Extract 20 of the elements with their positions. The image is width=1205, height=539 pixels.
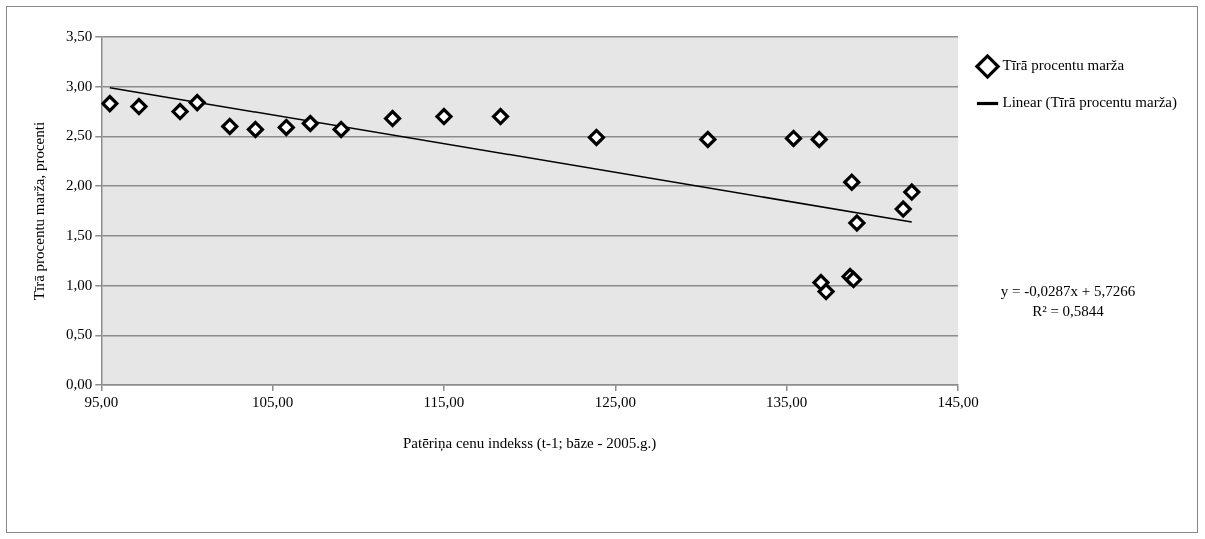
y-tick-label: 1,50 <box>66 226 93 243</box>
x-tick-label: 105,00 <box>251 393 294 410</box>
x-axis-title: Patēriņa cenu indekss (t-1; bāze - 2005.g.) <box>403 434 657 452</box>
legend-label: Linear (Tīrā procentu marža) <box>1002 94 1178 112</box>
y-tick-label: 1,00 <box>66 276 93 293</box>
y-tick-label: 3,50 <box>66 27 93 44</box>
text: R² = 0,5844 <box>1032 302 1105 319</box>
y-tick-label: 0,00 <box>66 375 93 392</box>
legend-label: Tīrā procentu marža <box>1002 57 1125 74</box>
x-tick-label: 125,00 <box>594 393 636 410</box>
y-tick-label: 2,50 <box>66 127 93 144</box>
text: y = -0,0287x + 5,7266 <box>1000 282 1136 299</box>
y-axis-title: Tīrā procentu marža, procenti <box>30 121 47 301</box>
x-tick-label: 145,00 <box>937 393 979 410</box>
x-tick-label: 135,00 <box>766 393 808 410</box>
x-tick-label: 95,00 <box>84 393 119 410</box>
y-tick-label: 3,00 <box>66 77 93 94</box>
x-tick-label: 115,00 <box>423 393 465 410</box>
y-tick-label: 0,50 <box>66 326 93 343</box>
y-tick-label: 2,00 <box>66 177 93 194</box>
